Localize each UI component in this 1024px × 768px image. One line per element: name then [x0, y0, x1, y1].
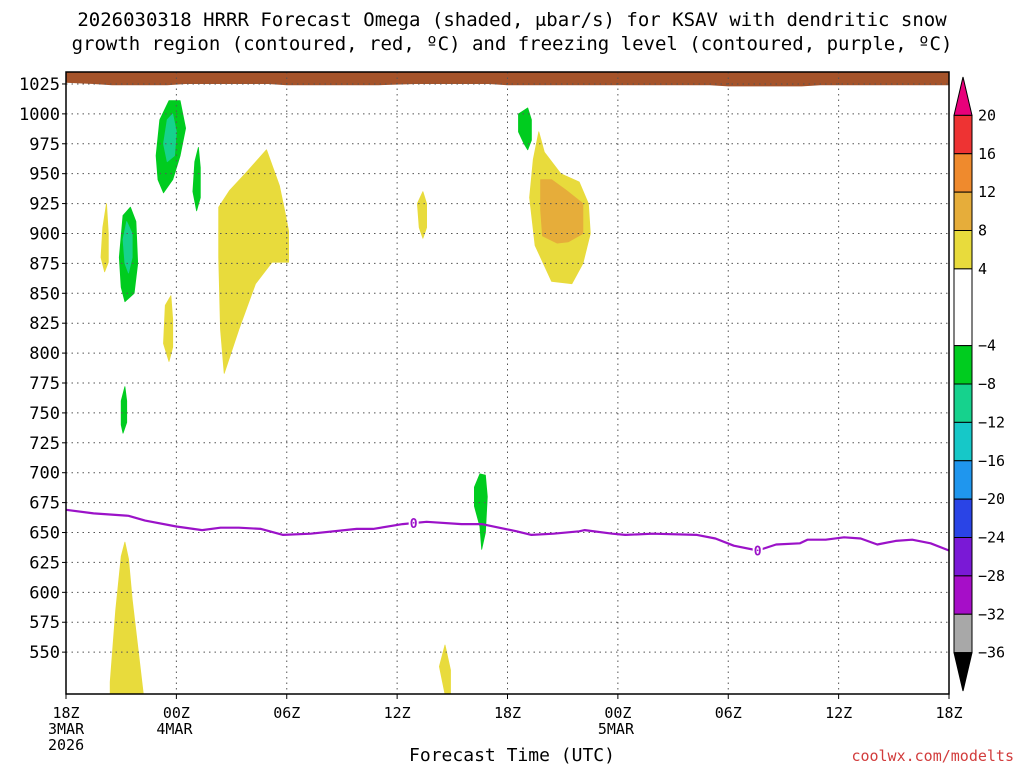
freezing-level-label: 0 — [754, 544, 762, 559]
colorbar-tick-label: 16 — [978, 145, 996, 163]
colorbar-tick-label: 12 — [978, 183, 996, 201]
y-tick-label: 700 — [29, 464, 60, 484]
colorbar-band — [953, 191, 973, 231]
x-tick-label: 5MAR — [598, 720, 635, 738]
colorbar-band — [953, 460, 973, 500]
colorbar-band — [953, 575, 973, 615]
colorbar-arrow-down — [953, 652, 973, 692]
grid-lines — [66, 72, 949, 694]
y-tick-label: 725 — [29, 434, 60, 454]
title-line-1: 2026030318 HRRR Forecast Omega (shaded, … — [77, 9, 947, 31]
freezing-level-line — [65, 508, 950, 552]
x-tick-label: 00Z — [163, 704, 190, 722]
x-tick-label: 3MAR — [48, 720, 85, 738]
omega-region — [163, 113, 177, 163]
colorbar-arrow-up — [953, 76, 973, 116]
x-tick-label: 00Z — [604, 704, 631, 722]
colorbar-tick-label: −36 — [978, 644, 1005, 662]
colorbar-tick-label: −16 — [978, 452, 1005, 470]
y-tick-label: 975 — [29, 135, 60, 155]
y-axis: 550 575 600 625 650 675 700 725 750 775 800 825 850 8… — [19, 75, 66, 663]
x-tick-label: 06Z — [715, 704, 742, 722]
y-tick-label: 925 — [29, 195, 60, 215]
colorbar-tick-label: −24 — [978, 529, 1005, 547]
y-tick-label: 650 — [29, 524, 60, 544]
credit-text: coolwx.com/modelts — [851, 747, 1014, 765]
colorbar-band — [953, 613, 973, 654]
y-tick-label: 800 — [29, 344, 60, 364]
x-tick-label: 12Z — [384, 704, 411, 722]
y-tick-label: 625 — [29, 553, 60, 573]
y-tick-label: 550 — [29, 643, 60, 663]
colorbar-tick-label: 8 — [978, 222, 987, 240]
omega-region — [518, 107, 532, 151]
x-tick-label: 2026 — [48, 736, 84, 754]
colorbar-tick-label: 4 — [978, 260, 987, 278]
colorbar-tick-label: −12 — [978, 413, 1005, 431]
freezing-label-bg — [408, 514, 419, 531]
surface-terrain — [66, 72, 949, 87]
colorbar-tick-label: −4 — [978, 337, 996, 355]
y-tick-label: 900 — [29, 224, 60, 244]
colorbar-tick-label: −20 — [978, 490, 1005, 508]
x-tick-label: 18Z — [494, 704, 521, 722]
x-tick-label: 12Z — [825, 704, 852, 722]
omega-region — [120, 386, 128, 434]
omega-region — [163, 295, 174, 362]
colorbar-band — [953, 421, 973, 462]
omega-shading — [100, 100, 591, 695]
colorbar-tick-label: −28 — [978, 567, 1005, 585]
y-tick-label: 1000 — [19, 105, 60, 125]
x-tick-label: 06Z — [273, 704, 300, 722]
colorbar-tick-label: −32 — [978, 605, 1005, 623]
colorbar-tick-label: −8 — [978, 375, 996, 393]
y-tick-label: 750 — [29, 404, 60, 424]
freezing-level: 00 — [65, 508, 950, 559]
omega-region — [192, 146, 201, 212]
x-axis-title: Forecast Time (UTC) — [409, 745, 615, 766]
y-tick-label: 825 — [29, 314, 60, 334]
colorbar-band — [953, 114, 973, 155]
colorbar-band — [953, 383, 973, 423]
omega-region — [109, 541, 144, 695]
colorbar-band — [953, 153, 973, 193]
x-tick-label: 18Z — [52, 704, 79, 722]
freezing-level-label: 0 — [410, 517, 418, 532]
omega-region — [540, 179, 584, 244]
colorbar-band — [953, 268, 973, 347]
colorbar: 20 16 12 8 4 −4 −8 −12 −16 −20 −24 −28 −32 −36 — [953, 76, 1005, 692]
y-tick-label: 775 — [29, 374, 60, 394]
y-tick-label: 875 — [29, 254, 60, 274]
title-line-2: growth region (contoured, red, ºC) and f… — [71, 33, 953, 55]
colorbar-band — [953, 345, 973, 385]
omega-region — [122, 221, 133, 274]
y-tick-label: 675 — [29, 494, 60, 514]
y-tick-label: 850 — [29, 284, 60, 304]
omega-region — [473, 473, 488, 550]
colorbar-band — [953, 230, 973, 270]
x-tick-label: 18Z — [935, 704, 962, 722]
surface-band — [66, 72, 949, 87]
y-tick-label: 575 — [29, 613, 60, 633]
omega-region — [218, 149, 290, 374]
colorbar-band — [953, 498, 973, 538]
y-tick-label: 600 — [29, 583, 60, 603]
y-tick-label: 950 — [29, 165, 60, 185]
colorbar-band — [953, 537, 973, 577]
x-tick-label: 4MAR — [156, 720, 193, 738]
y-tick-label: 1025 — [19, 75, 60, 95]
omega-region — [100, 203, 109, 273]
chart-title: 2026030318 HRRR Forecast Omega (shaded, … — [0, 8, 1024, 56]
colorbar-tick-label: 20 — [978, 106, 996, 124]
freezing-label-bg — [752, 542, 763, 559]
